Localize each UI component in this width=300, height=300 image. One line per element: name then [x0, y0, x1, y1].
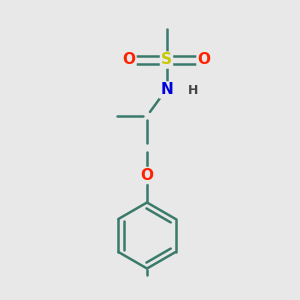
- Text: H: H: [188, 83, 198, 97]
- Text: N: N: [160, 82, 173, 98]
- Text: O: O: [140, 168, 154, 183]
- Text: O: O: [197, 52, 211, 68]
- Text: O: O: [122, 52, 136, 68]
- Text: S: S: [161, 52, 172, 68]
